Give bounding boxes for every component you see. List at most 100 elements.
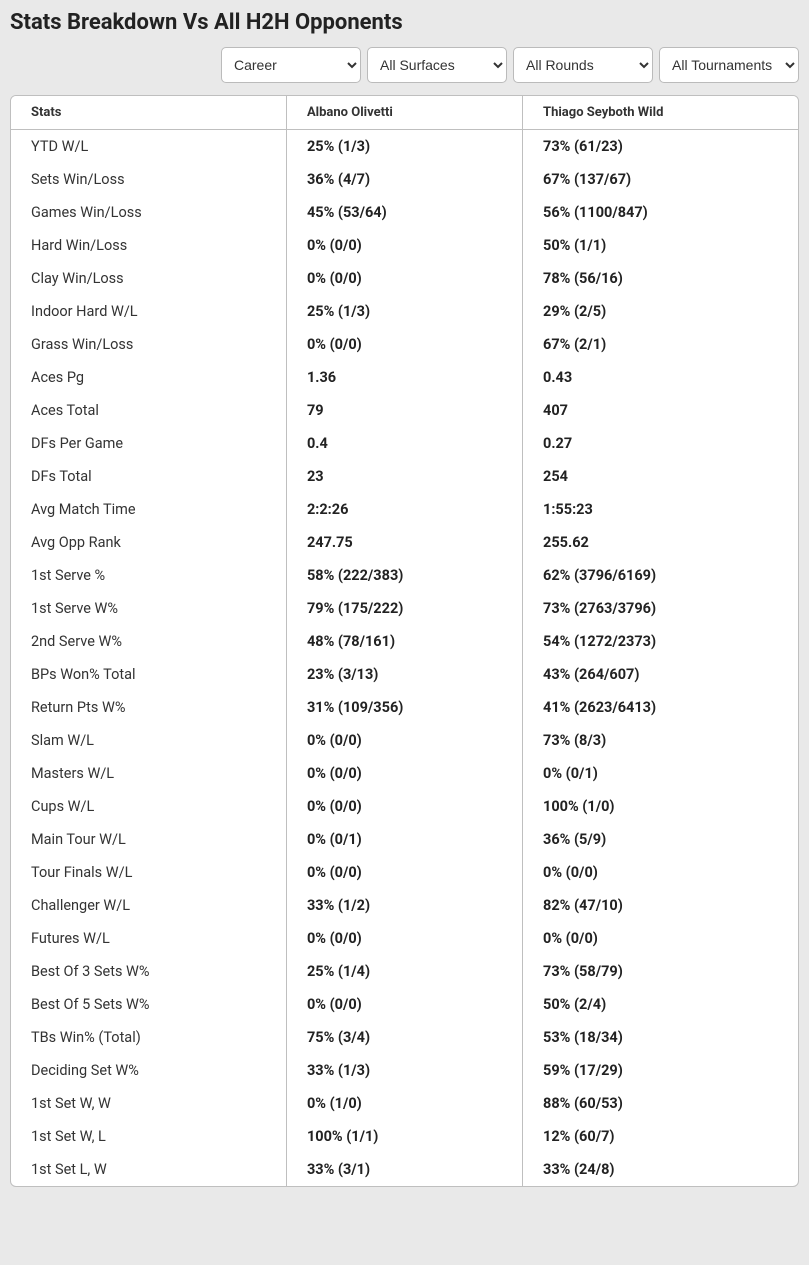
stat-value-player1: 48% (78/161) bbox=[286, 625, 522, 658]
stat-label: DFs Total bbox=[11, 460, 286, 493]
stat-value-player2: 67% (2/1) bbox=[523, 328, 798, 361]
table-row: 1st Set W, W0% (1/0)88% (60/53) bbox=[11, 1087, 798, 1120]
stat-value-player2: 53% (18/34) bbox=[523, 1021, 798, 1054]
stat-label: 1st Set W, L bbox=[11, 1120, 286, 1153]
stats-breakdown-container: Stats Breakdown Vs All H2H Opponents Car… bbox=[0, 0, 809, 1187]
stat-label: Best Of 3 Sets W% bbox=[11, 955, 286, 988]
stat-value-player2: 0% (0/1) bbox=[523, 757, 798, 790]
stat-value-player2: 73% (58/79) bbox=[523, 955, 798, 988]
stat-value-player2: 0.43 bbox=[523, 361, 798, 394]
stat-label: Cups W/L bbox=[11, 790, 286, 823]
stat-label: Challenger W/L bbox=[11, 889, 286, 922]
stats-table: Stats Albano Olivetti Thiago Seyboth Wil… bbox=[11, 96, 798, 1186]
stat-value-player2: 0.27 bbox=[523, 427, 798, 460]
stat-label: Avg Opp Rank bbox=[11, 526, 286, 559]
table-row: Return Pts W%31% (109/356)41% (2623/6413… bbox=[11, 691, 798, 724]
table-row: Hard Win/Loss0% (0/0)50% (1/1) bbox=[11, 229, 798, 262]
table-header-row: Stats Albano Olivetti Thiago Seyboth Wil… bbox=[11, 96, 798, 130]
stat-value-player1: 0% (0/1) bbox=[286, 823, 522, 856]
stat-label: Indoor Hard W/L bbox=[11, 295, 286, 328]
stat-value-player1: 45% (53/64) bbox=[286, 196, 522, 229]
table-row: Aces Pg1.360.43 bbox=[11, 361, 798, 394]
table-row: Aces Total79407 bbox=[11, 394, 798, 427]
stat-value-player2: 0% (0/0) bbox=[523, 922, 798, 955]
table-row: Avg Opp Rank247.75255.62 bbox=[11, 526, 798, 559]
stat-label: Avg Match Time bbox=[11, 493, 286, 526]
stat-value-player1: 33% (3/1) bbox=[286, 1153, 522, 1186]
stat-value-player1: 0% (0/0) bbox=[286, 757, 522, 790]
stat-value-player1: 0% (0/0) bbox=[286, 922, 522, 955]
stat-label: Deciding Set W% bbox=[11, 1054, 286, 1087]
page-title: Stats Breakdown Vs All H2H Opponents bbox=[10, 10, 799, 35]
table-row: Tour Finals W/L0% (0/0)0% (0/0) bbox=[11, 856, 798, 889]
stat-value-player1: 79 bbox=[286, 394, 522, 427]
stat-label: DFs Per Game bbox=[11, 427, 286, 460]
stat-value-player1: 1.36 bbox=[286, 361, 522, 394]
table-row: Avg Match Time2:2:261:55:23 bbox=[11, 493, 798, 526]
stat-value-player1: 75% (3/4) bbox=[286, 1021, 522, 1054]
stat-label: Clay Win/Loss bbox=[11, 262, 286, 295]
stat-value-player1: 0% (0/0) bbox=[286, 856, 522, 889]
stat-value-player2: 73% (8/3) bbox=[523, 724, 798, 757]
stat-value-player1: 25% (1/3) bbox=[286, 295, 522, 328]
stat-value-player2: 82% (47/10) bbox=[523, 889, 798, 922]
table-row: Deciding Set W%33% (1/3)59% (17/29) bbox=[11, 1054, 798, 1087]
stat-value-player2: 43% (264/607) bbox=[523, 658, 798, 691]
col-header-player1: Albano Olivetti bbox=[286, 96, 522, 130]
stat-value-player2: 56% (1100/847) bbox=[523, 196, 798, 229]
stat-value-player2: 62% (3796/6169) bbox=[523, 559, 798, 592]
stat-label: Main Tour W/L bbox=[11, 823, 286, 856]
table-row: Sets Win/Loss36% (4/7)67% (137/67) bbox=[11, 163, 798, 196]
stat-label: BPs Won% Total bbox=[11, 658, 286, 691]
table-row: Main Tour W/L0% (0/1)36% (5/9) bbox=[11, 823, 798, 856]
stat-value-player2: 100% (1/0) bbox=[523, 790, 798, 823]
stat-label: Best Of 5 Sets W% bbox=[11, 988, 286, 1021]
tournament-select[interactable]: All Tournaments bbox=[659, 47, 799, 83]
stat-value-player1: 33% (1/2) bbox=[286, 889, 522, 922]
stat-value-player2: 407 bbox=[523, 394, 798, 427]
table-row: 1st Set W, L100% (1/1)12% (60/7) bbox=[11, 1120, 798, 1153]
round-select[interactable]: All Rounds bbox=[513, 47, 653, 83]
stat-value-player1: 100% (1/1) bbox=[286, 1120, 522, 1153]
stat-value-player1: 0% (0/0) bbox=[286, 724, 522, 757]
period-select[interactable]: Career bbox=[221, 47, 361, 83]
stat-value-player2: 41% (2623/6413) bbox=[523, 691, 798, 724]
stat-value-player1: 0.4 bbox=[286, 427, 522, 460]
table-row: BPs Won% Total23% (3/13)43% (264/607) bbox=[11, 658, 798, 691]
stats-table-wrap: Stats Albano Olivetti Thiago Seyboth Wil… bbox=[10, 95, 799, 1187]
stat-value-player2: 50% (1/1) bbox=[523, 229, 798, 262]
table-row: Best Of 3 Sets W%25% (1/4)73% (58/79) bbox=[11, 955, 798, 988]
stat-label: TBs Win% (Total) bbox=[11, 1021, 286, 1054]
stat-value-player1: 0% (1/0) bbox=[286, 1087, 522, 1120]
stat-label: Slam W/L bbox=[11, 724, 286, 757]
surface-select[interactable]: All Surfaces bbox=[367, 47, 507, 83]
stat-value-player2: 73% (2763/3796) bbox=[523, 592, 798, 625]
stat-value-player2: 29% (2/5) bbox=[523, 295, 798, 328]
stat-value-player1: 0% (0/0) bbox=[286, 790, 522, 823]
stat-label: 1st Serve W% bbox=[11, 592, 286, 625]
table-row: YTD W/L25% (1/3)73% (61/23) bbox=[11, 130, 798, 164]
stat-value-player2: 12% (60/7) bbox=[523, 1120, 798, 1153]
stat-label: Return Pts W% bbox=[11, 691, 286, 724]
table-row: Masters W/L0% (0/0)0% (0/1) bbox=[11, 757, 798, 790]
stat-label: 2nd Serve W% bbox=[11, 625, 286, 658]
stat-value-player2: 73% (61/23) bbox=[523, 130, 798, 164]
table-row: 1st Set L, W33% (3/1)33% (24/8) bbox=[11, 1153, 798, 1186]
table-row: 1st Serve W%79% (175/222)73% (2763/3796) bbox=[11, 592, 798, 625]
stat-label: Aces Pg bbox=[11, 361, 286, 394]
stat-label: Tour Finals W/L bbox=[11, 856, 286, 889]
stat-label: 1st Serve % bbox=[11, 559, 286, 592]
stat-value-player2: 67% (137/67) bbox=[523, 163, 798, 196]
stat-label: 1st Set W, W bbox=[11, 1087, 286, 1120]
stat-value-player2: 33% (24/8) bbox=[523, 1153, 798, 1186]
stat-value-player1: 247.75 bbox=[286, 526, 522, 559]
stat-value-player2: 54% (1272/2373) bbox=[523, 625, 798, 658]
stat-value-player1: 58% (222/383) bbox=[286, 559, 522, 592]
table-row: Clay Win/Loss0% (0/0)78% (56/16) bbox=[11, 262, 798, 295]
stat-value-player1: 25% (1/4) bbox=[286, 955, 522, 988]
stat-label: YTD W/L bbox=[11, 130, 286, 164]
filter-bar: Career All Surfaces All Rounds All Tourn… bbox=[10, 47, 799, 83]
stat-value-player2: 0% (0/0) bbox=[523, 856, 798, 889]
stat-value-player2: 78% (56/16) bbox=[523, 262, 798, 295]
stat-value-player1: 25% (1/3) bbox=[286, 130, 522, 164]
